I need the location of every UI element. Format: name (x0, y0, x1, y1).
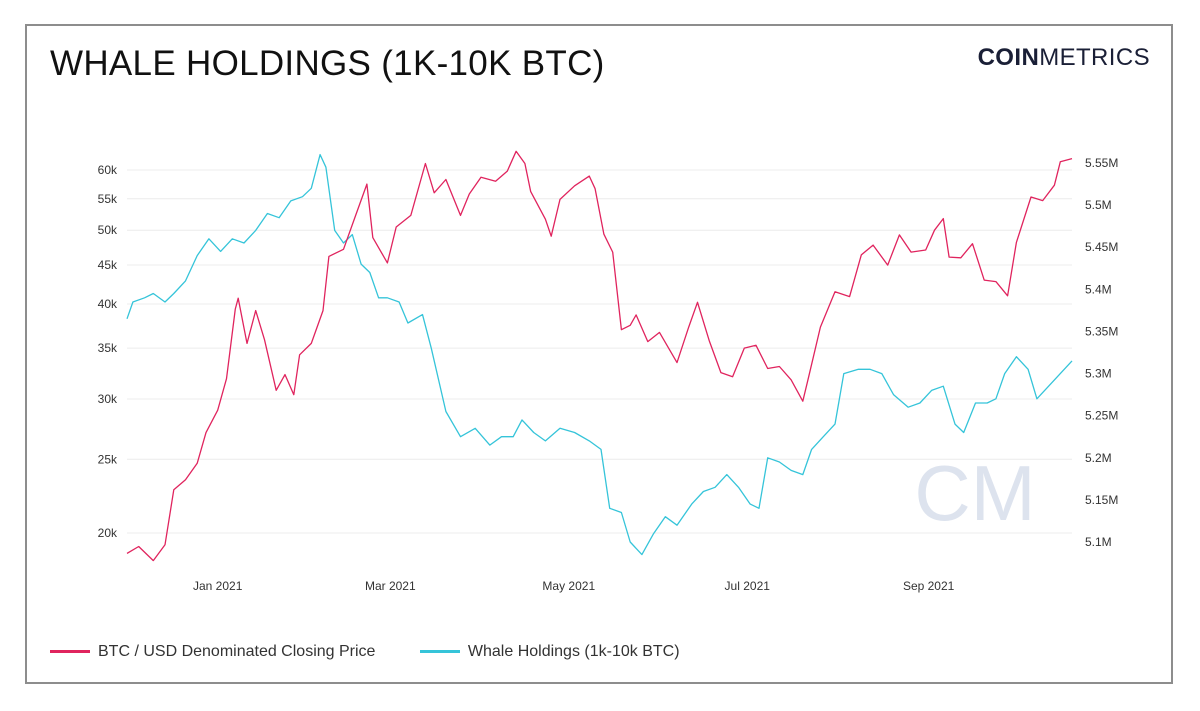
y-right-tick-label: 5.15M (1085, 493, 1118, 507)
y-left-tick-label: 20k (98, 526, 118, 540)
y-left-tick-label: 30k (98, 392, 118, 406)
watermark-logo: CM (914, 449, 1035, 537)
x-tick-label: Sep 2021 (903, 579, 955, 593)
legend-label-whale: Whale Holdings (1k-10k BTC) (467, 642, 680, 660)
y-right-tick-label: 5.35M (1085, 324, 1118, 338)
legend-item-whale[interactable]: Whale Holdings (1k-10k BTC) (419, 642, 680, 661)
y-right-tick-label: 5.45M (1085, 240, 1118, 254)
y-right-tick-label: 5.25M (1085, 409, 1118, 423)
chart-title: WHALE HOLDINGS (1K-10K BTC) (50, 44, 605, 83)
coinmetrics-logo: COINMETRICS (977, 44, 1150, 71)
y-left-tick-label: 25k (98, 452, 118, 466)
y-left-tick-label: 55k (98, 192, 118, 206)
y-right-tick-label: 5.5M (1085, 198, 1112, 212)
y-left-tick-label: 35k (98, 341, 118, 355)
y-left-tick-label: 40k (98, 297, 118, 311)
y-right-tick-label: 5.55M (1085, 156, 1118, 170)
chart-frame (25, 24, 1173, 684)
legend-label-price: BTC / USD Denominated Closing Price (98, 642, 376, 660)
x-tick-label: Jan 2021 (193, 579, 243, 593)
x-tick-label: May 2021 (542, 579, 595, 593)
legend: BTC / USD Denominated Closing Price Whal… (50, 640, 720, 661)
y-right-tick-label: 5.3M (1085, 367, 1112, 381)
y-right-tick-label: 5.2M (1085, 451, 1112, 465)
y-right-tick-label: 5.1M (1085, 535, 1112, 549)
x-tick-label: Jul 2021 (725, 579, 771, 593)
y-right-tick-label: 5.4M (1085, 282, 1112, 296)
y-left-tick-label: 50k (98, 223, 118, 237)
series-line-whale-holdings (126, 153, 1073, 556)
series-line-btc-price (126, 150, 1073, 562)
legend-item-price[interactable]: BTC / USD Denominated Closing Price (50, 643, 375, 661)
y-left-tick-label: 45k (98, 258, 118, 272)
x-tick-label: Mar 2021 (365, 579, 416, 593)
y-left-tick-label: 60k (98, 163, 118, 177)
legend-swatch-price (50, 650, 90, 653)
legend-swatch-whale (419, 650, 460, 653)
